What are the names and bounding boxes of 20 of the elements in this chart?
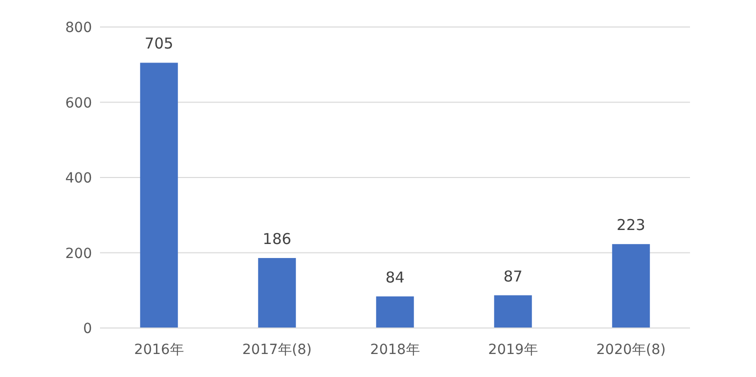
y-tick-label: 0 — [83, 321, 92, 337]
bar — [612, 244, 650, 328]
x-tick-label: 2016年 — [134, 342, 184, 358]
y-tick-label: 200 — [65, 246, 92, 262]
data-label: 186 — [262, 230, 292, 248]
data-label: 705 — [144, 34, 174, 53]
data-label: 223 — [616, 216, 646, 234]
x-tick-label: 2017年(8) — [242, 342, 312, 358]
x-tick-label: 2020年(8) — [596, 342, 666, 358]
bar — [140, 62, 178, 328]
bar — [376, 296, 414, 328]
bar — [258, 258, 296, 328]
x-tick-label: 2019年 — [488, 342, 538, 358]
data-label: 84 — [385, 268, 405, 286]
data-label: 87 — [503, 267, 523, 286]
y-tick-label: 600 — [65, 95, 92, 112]
y-tick-label: 800 — [65, 20, 92, 36]
bar — [494, 295, 532, 328]
y-tick-label: 400 — [65, 170, 92, 186]
x-tick-label: 2018年 — [370, 342, 420, 358]
